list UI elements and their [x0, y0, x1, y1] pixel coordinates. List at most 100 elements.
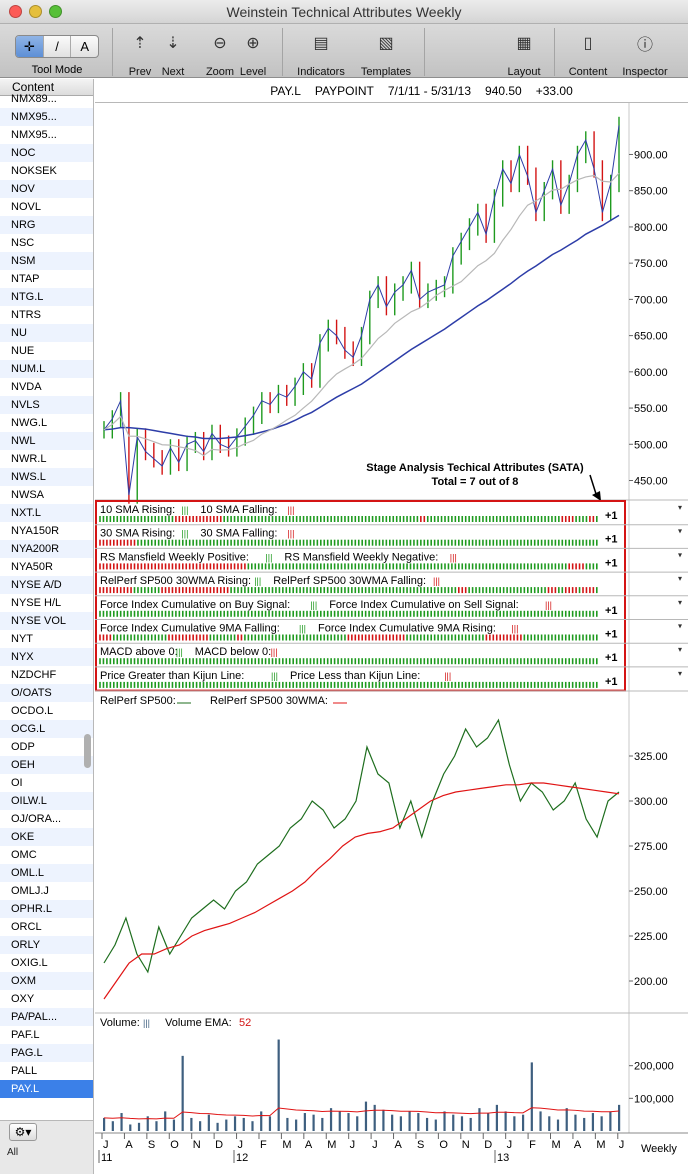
volume-bar	[373, 1104, 376, 1131]
volume-bar	[321, 1117, 324, 1131]
tool-mode-label: Tool Mode	[31, 64, 83, 76]
volume-bar	[618, 1104, 621, 1131]
sidebar-item[interactable]: ORCL	[11, 921, 42, 933]
templates-button[interactable]: ▧ Templates	[356, 30, 416, 78]
sidebar-item[interactable]: NYSE VOL	[0, 612, 93, 630]
relperf-axis-label: 225.00	[634, 931, 668, 943]
zoom-in-button[interactable]: ⊕ Level	[236, 30, 270, 78]
volume-bar	[146, 1116, 149, 1131]
sidebar-item[interactable]: NOC	[0, 144, 93, 162]
sidebar-item[interactable]: ODP	[11, 741, 35, 753]
chart-area[interactable]: 900.00 850.00 800.00 750.00 700.00 650.00 600.…	[95, 103, 688, 1174]
sata-legend-mark: |||	[310, 600, 317, 610]
sidebar-item[interactable]: OPHR.L	[0, 900, 93, 918]
close-window-button[interactable]	[9, 5, 22, 18]
volume-ema-line	[103, 1107, 620, 1120]
sidebar-item[interactable]: PAF.L	[11, 1029, 40, 1041]
sidebar-item[interactable]: NTAP	[11, 273, 40, 285]
sidebar-item[interactable]: O/OATS	[0, 684, 93, 702]
sidebar-item[interactable]: NSC	[11, 237, 35, 249]
sata-legend-mark: |||	[450, 552, 457, 562]
sidebar-item[interactable]: NUE	[11, 345, 35, 357]
sidebar-item[interactable]: NTG.L	[0, 288, 93, 306]
sidebar-item[interactable]: NYA200R	[0, 540, 93, 558]
sidebar-item[interactable]: NYX	[0, 648, 93, 666]
volume-ema-legend-label: Volume EMA:	[165, 1017, 232, 1029]
zoom-window-button[interactable]	[49, 5, 62, 18]
sidebar-item[interactable]: OCDO.L	[11, 705, 54, 717]
sidebar-item[interactable]: NYSE A/D	[0, 576, 93, 594]
sidebar-item[interactable]: OI	[11, 777, 23, 789]
sidebar-item[interactable]: ORLY	[0, 936, 93, 954]
sidebar-item[interactable]: OXY	[11, 993, 35, 1005]
sidebar-item[interactable]: NMX89...	[11, 93, 57, 105]
sidebar-item[interactable]: NYA50R	[11, 561, 53, 573]
sidebar-item[interactable]: NVDA	[11, 381, 42, 393]
sidebar-item[interactable]: NRG	[0, 216, 93, 234]
sidebar-item[interactable]: OILW.L	[0, 792, 93, 810]
sidebar-item[interactable]: OML.L	[0, 864, 93, 882]
line-tool-icon[interactable]: /	[42, 36, 71, 57]
sidebar-item[interactable]: PAY.L	[0, 1080, 93, 1098]
sidebar-item[interactable]: OJ/ORA...	[11, 813, 62, 825]
sidebar-item[interactable]: NWR.L	[11, 453, 47, 465]
minimize-window-button[interactable]	[29, 5, 42, 18]
sidebar-item[interactable]: PA/PAL...	[0, 1008, 93, 1026]
sidebar-item[interactable]: NUM.L	[0, 360, 93, 378]
sidebar-item[interactable]: NSM	[0, 252, 93, 270]
gear-menu-button[interactable]: ⚙▾	[9, 1123, 37, 1141]
sidebar-item[interactable]: OEH	[0, 756, 93, 774]
content-button[interactable]: ▯ Content	[563, 30, 613, 78]
month-label: O	[439, 1139, 448, 1151]
sidebar-item[interactable]: NYSE H/L	[11, 597, 62, 609]
price-axis-label: 450.00	[634, 476, 668, 488]
sidebar-item[interactable]: OKE	[0, 828, 93, 846]
sata-label: MACD below 0:	[195, 646, 271, 658]
next-button[interactable]: ⇣ Next	[158, 30, 188, 78]
sidebar-item[interactable]: OXIG.L	[11, 957, 48, 969]
sidebar-item[interactable]: OXM	[0, 972, 93, 990]
sidebar-item[interactable]: NYA150R	[11, 525, 60, 537]
panel-menu-icon: ▾	[678, 574, 682, 583]
sidebar-item[interactable]: PALL	[11, 1065, 38, 1077]
sidebar-item[interactable]: OMC	[11, 849, 37, 861]
volume-bar	[495, 1104, 498, 1131]
sidebar-item[interactable]: OMLJ.J	[11, 885, 49, 897]
volume-ema-value: 52	[239, 1017, 251, 1029]
sidebar-scrollbar[interactable]	[84, 734, 91, 768]
sidebar-item[interactable]: NOV	[0, 180, 93, 198]
sata-score: +1	[605, 605, 618, 617]
sata-label: 30 SMA Rising:	[100, 528, 175, 540]
sata-legend-mark: |||	[265, 552, 272, 562]
price-axis-label: 600.00	[634, 367, 668, 379]
sata-label: Force Index Cumulative 9MA Rising:	[318, 623, 496, 635]
layout-button[interactable]: ▦ Layout	[500, 30, 548, 78]
sidebar-item[interactable]: NOVL	[11, 201, 41, 213]
sidebar-item[interactable]: NMX95...	[11, 129, 57, 141]
text-tool-icon[interactable]: A	[70, 36, 98, 57]
sidebar-item[interactable]: NWS.L	[0, 468, 93, 486]
sidebar-item[interactable]: NXT.L	[0, 504, 93, 522]
sidebar-item[interactable]: NWL	[0, 432, 93, 450]
sidebar-item[interactable]: NWG.L	[11, 417, 48, 429]
volume-bar	[478, 1108, 481, 1131]
prev-button[interactable]: ⇡ Prev	[125, 30, 155, 78]
sidebar-item[interactable]: PAG.L	[0, 1044, 93, 1062]
indicators-button[interactable]: ▤ Indicators	[293, 30, 349, 78]
volume-bar	[460, 1116, 464, 1131]
sidebar-item[interactable]: NWSA	[11, 489, 44, 501]
volume-bar	[268, 1116, 272, 1131]
month-label: N	[193, 1139, 201, 1151]
sidebar-item[interactable]: NTRS	[11, 309, 41, 321]
inspector-button[interactable]: ⓘ Inspector	[616, 30, 674, 78]
crosshair-tool-icon[interactable]: ✛	[16, 36, 43, 57]
sidebar-item[interactable]: NVLS	[0, 396, 93, 414]
sidebar-item[interactable]: NZDCHF	[11, 669, 57, 681]
sidebar-item[interactable]: NMX95...	[0, 108, 93, 126]
sidebar-item[interactable]: NU	[0, 324, 93, 342]
zoom-out-button[interactable]: ⊖ Zoom	[203, 30, 237, 78]
sidebar-item[interactable]: NYT	[11, 633, 33, 645]
sidebar-item[interactable]: NOKSEK	[11, 165, 57, 177]
sidebar-item[interactable]: OCG.L	[0, 720, 93, 738]
tool-mode-segmented-control[interactable]: ✛ / A	[15, 35, 99, 58]
